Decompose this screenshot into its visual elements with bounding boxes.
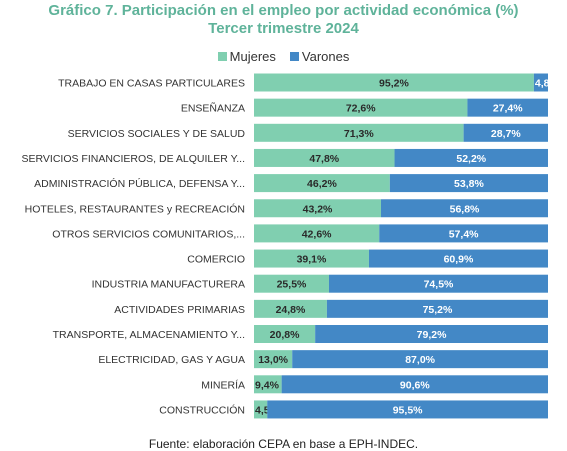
bar-mujeres-industria-manufacturera	[254, 274, 329, 293]
legend-item-varones: Varones	[289, 49, 350, 64]
category-label-ensenanza: ENSEÑANZA	[181, 102, 245, 115]
bar-mujeres-actividades-primarias	[254, 299, 327, 318]
data-label-varones-ensenanza: 27,4%	[493, 103, 523, 115]
data-label-varones-hoteles-restaurantes-y-recreacion: 56,8%	[450, 203, 480, 215]
data-label-varones-mineria: 90,6%	[400, 379, 430, 391]
category-label-construccion: CONSTRUCCIÓN	[159, 403, 245, 416]
bar-mujeres-transporte-almacenamiento-y	[254, 325, 316, 343]
legend-swatch-mujeres	[217, 52, 227, 61]
chart-subtitle: Tercer trimestre 2024	[208, 20, 359, 37]
chart-title: Gráfico 7. Participación en el empleo po…	[48, 2, 519, 19]
bar-varones-servicios-sociales-y-de-salud	[463, 123, 548, 142]
bar-varones-servicios-financieros-de-alquiler-y	[394, 148, 548, 167]
bar-varones-construccion	[267, 400, 548, 419]
bar-varones-transporte-almacenamiento-y	[315, 325, 548, 343]
bar-mujeres-otros-servicios-comunitarios	[254, 224, 380, 243]
data-label-mujeres-otros-servicios-comunitarios: 42,6%	[302, 228, 332, 240]
data-label-mujeres-transporte-almacenamiento-y: 20,8%	[270, 329, 300, 341]
source-note: Fuente: elaboración CEPA en base a EPH-I…	[148, 437, 419, 451]
bar-mujeres-hoteles-restaurantes-y-recreacion	[254, 199, 382, 218]
bar-mujeres-comercio	[254, 249, 369, 268]
category-label-administracion-publica-defensa-y: ADMINISTRACIÓN PÚBLICA, DEFENSA Y...	[34, 177, 245, 190]
bar-varones-actividades-primarias	[326, 299, 548, 318]
category-label-mineria: MINERÍA	[201, 378, 245, 391]
bar-mujeres-ensenanza	[254, 98, 468, 117]
bar-mujeres-construccion	[254, 400, 268, 419]
data-label-varones-comercio: 60,9%	[444, 254, 474, 266]
bar-mujeres-servicios-financieros-de-alquiler-y	[254, 148, 395, 167]
category-label-otros-servicios-comunitarios: OTROS SERVICIOS COMUNITARIOS,...	[52, 228, 245, 240]
bar-varones-comercio	[368, 249, 548, 268]
data-label-mujeres-mineria: 9,4%	[255, 379, 280, 391]
data-label-mujeres-industria-manufacturera: 25,5%	[277, 279, 307, 291]
data-label-varones-actividades-primarias: 75,2%	[423, 304, 453, 316]
bar-varones-mineria	[281, 375, 548, 394]
bar-mujeres-trabajo-en-casas-particulares	[254, 73, 534, 92]
data-label-varones-otros-servicios-comunitarios: 57,4%	[449, 228, 479, 240]
data-label-mujeres-ensenanza: 72,6%	[346, 103, 376, 115]
category-label-actividades-primarias: ACTIVIDADES PRIMARIAS	[114, 304, 245, 316]
category-label-servicios-financieros-de-alquiler-y: SERVICIOS FINANCIEROS, DE ALQUILER Y...	[22, 153, 246, 165]
data-label-mujeres-actividades-primarias: 24,8%	[276, 304, 306, 316]
bar-mujeres-mineria	[254, 375, 282, 394]
legend-label-mujeres: Mujeres	[229, 49, 276, 64]
data-label-mujeres-trabajo-en-casas-particulares: 95,2%	[379, 78, 409, 90]
category-label-servicios-sociales-y-de-salud: SERVICIOS SOCIALES Y DE SALUD	[68, 128, 246, 140]
data-label-varones-electricidad-gas-y-agua: 87,0%	[405, 354, 435, 366]
data-label-varones-administracion-publica-defensa-y: 53,8%	[454, 178, 484, 190]
data-label-varones-servicios-financieros-de-alquiler-y: 52,2%	[456, 153, 486, 165]
data-label-mujeres-hoteles-restaurantes-y-recreacion: 43,2%	[303, 203, 333, 215]
bar-mujeres-administracion-publica-defensa-y	[254, 174, 390, 193]
chart-legend: Mujeres Varones	[0, 49, 567, 64]
data-label-varones-trabajo-en-casas-particulares: 4,8%	[535, 78, 560, 90]
category-label-transporte-almacenamiento-y: TRANSPORTE, ALMACENAMIENTO Y...	[53, 329, 245, 341]
data-label-mujeres-servicios-financieros-de-alquiler-y: 47,8%	[309, 153, 339, 165]
bar-varones-hoteles-restaurantes-y-recreacion	[381, 199, 548, 218]
category-label-industria-manufacturera: INDUSTRIA MANUFACTURERA	[92, 279, 245, 291]
data-label-mujeres-administracion-publica-defensa-y: 46,2%	[307, 178, 337, 190]
data-label-varones-industria-manufacturera: 74,5%	[424, 279, 454, 291]
category-label-trabajo-en-casas-particulares: TRABAJO EN CASAS PARTICULARES	[58, 78, 245, 90]
bar-varones-ensenanza	[467, 98, 548, 117]
data-label-varones-construccion: 95,5%	[393, 404, 423, 416]
category-label-comercio: COMERCIO	[187, 254, 245, 266]
bar-mujeres-servicios-sociales-y-de-salud	[254, 123, 464, 142]
data-label-mujeres-comercio: 39,1%	[297, 254, 327, 266]
category-label-electricidad-gas-y-agua: ELECTRICIDAD, GAS Y AGUA	[98, 354, 245, 366]
data-label-varones-transporte-almacenamiento-y: 79,2%	[417, 329, 447, 341]
category-label-hoteles-restaurantes-y-recreacion: HOTELES, RESTAURANTES y RECREACIÓN	[25, 202, 245, 215]
data-label-mujeres-servicios-sociales-y-de-salud: 71,3%	[344, 128, 374, 140]
legend-item-mujeres: Mujeres	[217, 49, 276, 64]
data-label-varones-servicios-sociales-y-de-salud: 28,7%	[491, 128, 521, 140]
bar-varones-electricidad-gas-y-agua	[292, 350, 548, 369]
bar-varones-administracion-publica-defensa-y	[389, 174, 548, 193]
legend-label-varones: Varones	[301, 49, 350, 64]
bar-varones-industria-manufacturera	[328, 274, 548, 293]
bar-varones-otros-servicios-comunitarios	[379, 224, 548, 243]
bar-mujeres-electricidad-gas-y-agua	[254, 350, 293, 369]
data-label-mujeres-electricidad-gas-y-agua: 13,0%	[258, 354, 288, 366]
legend-swatch-varones	[289, 52, 299, 61]
bar-varones-trabajo-en-casas-particulares	[533, 73, 548, 92]
